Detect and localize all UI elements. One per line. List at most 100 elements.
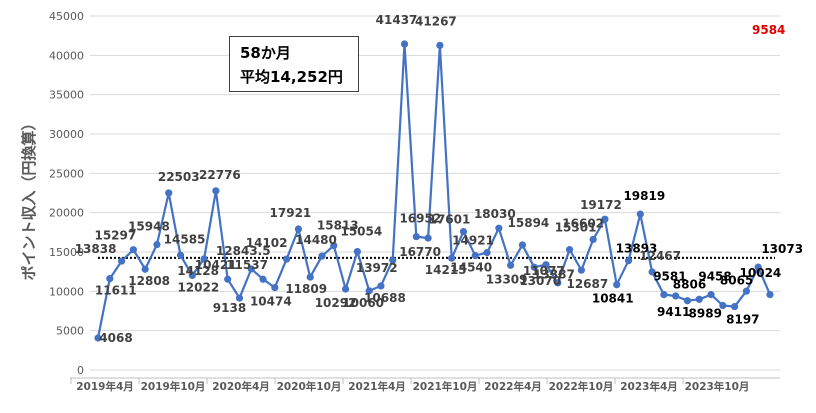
data-point: [212, 187, 220, 195]
data-point: [495, 224, 503, 232]
data-point: [660, 291, 668, 299]
data-point: [259, 275, 267, 283]
data-label: 10421: [195, 258, 237, 272]
y-tick-label: 10000: [49, 285, 84, 298]
data-point: [377, 282, 385, 290]
gridlines: [70, 15, 780, 379]
data-label: 19819: [623, 189, 665, 203]
data-label: 13838: [75, 242, 117, 256]
annotation-box: 58か月 平均14,252円: [229, 36, 359, 92]
data-label: 15894: [508, 216, 550, 230]
data-point: [731, 302, 739, 311]
data-label: 10292: [315, 296, 357, 310]
data-label: 12022: [177, 280, 219, 294]
data-label: 22503: [158, 170, 200, 184]
annotation-average: 平均14,252円: [240, 68, 343, 86]
data-label: 14128: [177, 264, 219, 278]
data-point: [648, 268, 656, 276]
data-point: [754, 263, 762, 271]
data-point: [565, 246, 574, 254]
data-point: [247, 265, 255, 273]
data-label: 14215: [425, 263, 467, 277]
data-label: 11077: [523, 264, 565, 278]
data-point: [294, 225, 303, 233]
data-label: 8197: [726, 313, 759, 327]
y-tick-label: 5000: [56, 325, 84, 338]
data-label: 14480: [295, 233, 337, 247]
data-point: [448, 254, 456, 262]
data-point: [400, 40, 409, 48]
data-label: 11611: [95, 284, 137, 298]
data-label: 13309: [486, 272, 528, 286]
data-label: 13073: [761, 242, 803, 256]
data-point: [412, 233, 420, 241]
x-tick-label: 2019年4月: [76, 380, 134, 393]
data-point: [530, 263, 538, 271]
data-point: [306, 273, 314, 281]
data-point: [200, 255, 208, 263]
x-tick-label: 2020年4月: [212, 380, 270, 393]
data-point: [153, 240, 161, 249]
y-tick-label: 15000: [49, 246, 84, 259]
data-label: 14585: [164, 232, 206, 246]
data-point: [766, 291, 774, 299]
data-point: [518, 241, 527, 249]
data-label: 41267: [415, 14, 457, 28]
data-label: 12808: [128, 274, 170, 288]
data-label: 8989: [689, 306, 722, 320]
data-label: 9581: [653, 270, 686, 284]
data-label: 9411: [657, 305, 690, 319]
data-label: 10024: [740, 266, 782, 280]
data-point: [141, 265, 149, 273]
data-point: [341, 285, 350, 293]
x-tick-label: 2023年10月: [685, 380, 750, 393]
data-point: [601, 215, 609, 223]
data-point: [613, 281, 621, 289]
x-tick-label: 2019年10月: [141, 380, 206, 393]
y-tick-label: 40000: [49, 49, 84, 62]
data-point: [459, 227, 468, 236]
x-tick-label: 2022年4月: [484, 380, 542, 393]
data-label: 8065: [720, 274, 753, 288]
data-label: 13972: [356, 261, 398, 275]
y-tick-label: 20000: [49, 207, 84, 220]
data-point: [389, 256, 397, 264]
data-label: 11809: [285, 282, 327, 296]
x-axis-ticks: 2019年4月 2019年10月 2020年4月 2020年10月 2021年4月 202…: [70, 378, 750, 393]
data-point: [742, 287, 751, 295]
data-point: [436, 41, 444, 49]
data-label: 13893: [616, 242, 658, 256]
data-point: [577, 266, 585, 274]
data-point: [554, 279, 562, 287]
data-label: 14102: [246, 236, 288, 250]
data-point: [330, 242, 338, 250]
data-label: 16602: [562, 216, 604, 230]
data-point: [94, 334, 102, 342]
data-label: 12467: [639, 249, 681, 263]
y-tick-label: 0: [77, 364, 84, 377]
x-tick-label: 2021年10月: [413, 380, 478, 393]
data-points: [94, 40, 774, 342]
data-label: 16952: [399, 212, 441, 226]
data-point: [365, 287, 373, 295]
y-tick-label: 35000: [49, 89, 84, 102]
data-label: 4068: [99, 331, 132, 345]
data-label: 14540: [450, 261, 492, 275]
data-label: 13387: [533, 268, 575, 282]
data-label: 15297: [94, 229, 136, 243]
data-label: 17601: [429, 213, 471, 227]
data-label: 13070: [519, 274, 561, 288]
y-axis-label: ポイント収入（円換算）: [20, 115, 38, 280]
data-point: [224, 275, 232, 283]
data-label: 19172: [580, 198, 622, 212]
data-point: [318, 252, 326, 260]
data-point: [695, 295, 703, 303]
data-point: [165, 189, 173, 197]
data-label: 8806: [673, 278, 706, 292]
data-label: 10688: [364, 291, 406, 305]
data-point: [471, 252, 479, 260]
data-label: 15054: [340, 225, 382, 239]
data-point: [129, 246, 137, 254]
data-label: 15813: [317, 219, 359, 233]
